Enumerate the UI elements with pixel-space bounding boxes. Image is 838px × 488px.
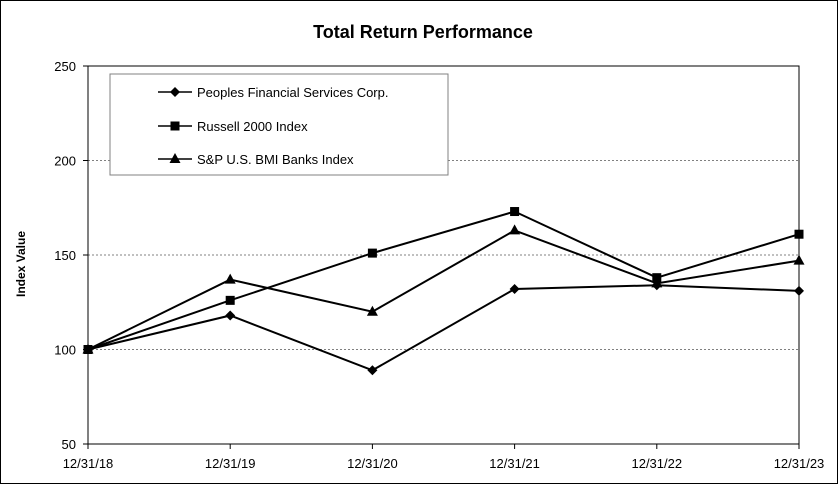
- x-tick-label: 12/31/23: [774, 456, 825, 471]
- series-triangle: [82, 224, 805, 354]
- grid-lines: [88, 160, 799, 350]
- data-point: [794, 229, 804, 239]
- data-point: [509, 224, 521, 235]
- x-tick-label: 12/31/20: [347, 456, 398, 471]
- x-tick-label: 12/31/19: [205, 456, 256, 471]
- legend: Peoples Financial Services Corp. Russell …: [109, 73, 449, 176]
- data-point: [367, 365, 378, 376]
- series-lines: [82, 207, 805, 376]
- data-point: [366, 305, 378, 316]
- data-point: [510, 207, 520, 217]
- y-tick-label: 50: [62, 437, 76, 452]
- legend-entry: Peoples Financial Services Corp.: [158, 85, 388, 100]
- y-tick-label: 250: [54, 59, 76, 74]
- data-point: [82, 343, 94, 354]
- series-line: [87, 210, 800, 351]
- data-point: [794, 285, 804, 296]
- legend-label: Russell 2000 Index: [197, 119, 308, 134]
- x-tick-label: 12/31/21: [489, 456, 540, 471]
- x-tick-label: 12/31/22: [631, 456, 682, 471]
- chart-title: Total Return Performance: [313, 22, 533, 42]
- y-tick-label: 150: [54, 248, 76, 263]
- legend-entry: S&P U.S. BMI Banks Index: [158, 152, 354, 167]
- y-tick-label: 200: [54, 154, 76, 169]
- legend-entry: Russell 2000 Index: [158, 119, 308, 134]
- data-point: [224, 273, 236, 284]
- series-diamond: [83, 280, 804, 376]
- series-line: [87, 229, 800, 351]
- data-point: [509, 284, 520, 295]
- axis-ticks: 50 100 150 200 250 12/31/18 12/31/19 12/31/20 12…: [54, 59, 824, 471]
- legend-marker: [169, 153, 181, 163]
- legend-marker: [170, 87, 180, 97]
- legend-label: S&P U.S. BMI Banks Index: [197, 152, 354, 167]
- y-axis-label: Index Value: [14, 231, 28, 297]
- data-point: [651, 277, 663, 288]
- data-point: [225, 295, 235, 305]
- legend-label: Peoples Financial Services Corp.: [197, 85, 388, 100]
- series-line: [87, 284, 800, 372]
- legend-marker: [170, 121, 180, 131]
- data-point: [225, 310, 236, 321]
- legend-box: [109, 73, 449, 176]
- series-square: [83, 207, 804, 354]
- data-point: [793, 254, 805, 265]
- x-tick-label: 12/31/18: [63, 456, 114, 471]
- y-tick-label: 100: [54, 343, 76, 358]
- data-point: [367, 248, 377, 258]
